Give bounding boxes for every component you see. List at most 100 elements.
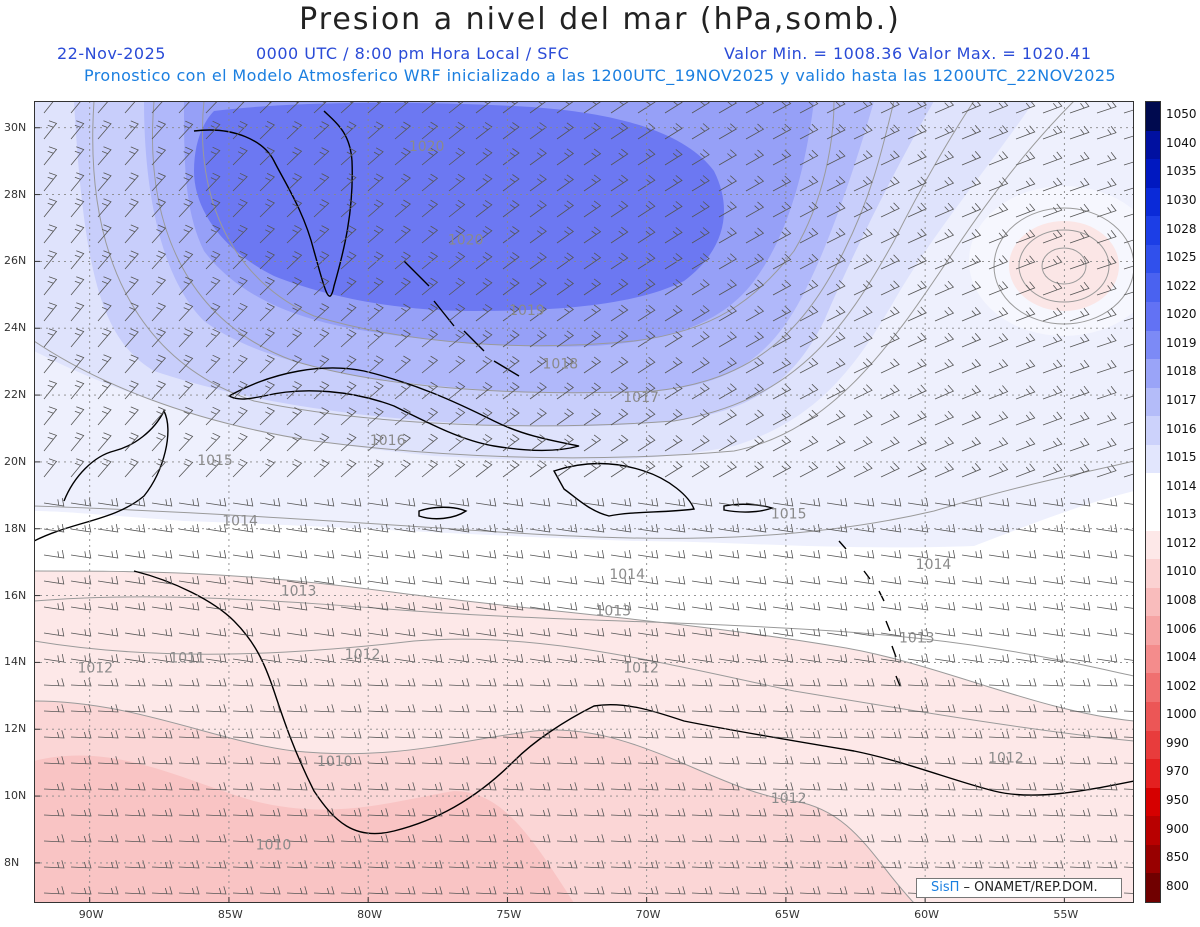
- wind-barb: [745, 253, 765, 270]
- wind-barb: [691, 435, 710, 452]
- wind-barb: [475, 886, 497, 895]
- wind-barb: [1042, 704, 1064, 713]
- wind-barb: [340, 808, 362, 817]
- wind-barb: [1096, 438, 1117, 452]
- wind-barb: [529, 602, 551, 611]
- wind-barb: [610, 756, 632, 765]
- wind-barb: [880, 228, 900, 244]
- wind-barb: [502, 730, 524, 739]
- wind-barb: [70, 498, 92, 507]
- wind-barb: [610, 704, 632, 713]
- wind-barb: [772, 576, 794, 585]
- wind-barb: [1015, 203, 1036, 218]
- wind-barb: [529, 148, 547, 166]
- wind-barb: [691, 834, 713, 843]
- contour-label: 1011: [169, 650, 205, 666]
- wind-barb: [529, 756, 551, 765]
- wind-barb: [313, 225, 330, 244]
- legend-swatch: [1146, 159, 1160, 189]
- wind-barb: [124, 886, 146, 895]
- wind-barb: [259, 433, 275, 452]
- wind-barb: [502, 834, 524, 843]
- wind-barb: [313, 834, 335, 843]
- contour-label: 1012: [77, 660, 113, 676]
- wind-barb: [367, 730, 389, 739]
- wind-barb: [313, 654, 335, 663]
- wind-barb: [124, 704, 146, 713]
- wind-barb: [988, 602, 1010, 611]
- wind-barb: [583, 304, 602, 322]
- wind-barb: [259, 277, 275, 296]
- wind-barb: [1015, 177, 1036, 192]
- wind-barb: [772, 331, 792, 348]
- wind-barb: [691, 227, 710, 244]
- x-tick-label: 55W: [1053, 908, 1079, 921]
- wind-barb: [853, 654, 875, 663]
- legend-swatch: [1146, 330, 1160, 360]
- wind-barb: [907, 436, 927, 452]
- wind-barb: [556, 654, 578, 663]
- wind-barb: [124, 782, 146, 791]
- wind-barb: [502, 252, 520, 270]
- wind-barb: [745, 435, 765, 452]
- legend-label: 950: [1166, 793, 1189, 807]
- wind-barb: [259, 173, 275, 192]
- wind-barb: [934, 358, 955, 374]
- legend-swatch: [1146, 673, 1160, 703]
- wind-barb: [151, 172, 167, 192]
- wind-barb: [745, 834, 767, 843]
- wind-barb: [610, 200, 629, 218]
- wind-barb: [340, 173, 357, 192]
- wind-barb: [583, 782, 605, 791]
- wind-barb: [367, 886, 389, 895]
- wind-barb: [907, 756, 929, 765]
- legend-swatch: [1146, 473, 1160, 503]
- wind-barb: [1042, 463, 1063, 478]
- wind-barb: [907, 654, 929, 663]
- wind-barb: [475, 756, 497, 765]
- wind-barb: [826, 678, 848, 687]
- wind-barb: [664, 602, 686, 611]
- wind-barb: [205, 654, 227, 663]
- legend-swatch: [1146, 273, 1160, 303]
- wind-barb: [826, 628, 848, 637]
- wind-barb: [367, 381, 384, 400]
- wind-barb: [259, 524, 281, 533]
- wind-barb: [394, 329, 411, 348]
- wind-barb: [610, 808, 632, 817]
- wind-barb: [880, 436, 900, 452]
- wind-barb: [286, 251, 303, 270]
- wind-barb: [367, 303, 384, 322]
- wind-barb: [97, 782, 119, 791]
- wind-barb: [610, 498, 632, 507]
- wind-barb: [70, 354, 85, 374]
- wind-barb: [367, 459, 384, 478]
- wind-barb: [259, 381, 275, 400]
- wind-barb: [124, 120, 139, 140]
- wind-barb: [961, 834, 983, 843]
- wind-barb: [394, 834, 416, 843]
- wind-barb: [664, 834, 686, 843]
- legend-swatch: [1146, 644, 1160, 674]
- wind-barb: [70, 524, 92, 533]
- wind-barb: [961, 576, 983, 585]
- wind-barb: [340, 550, 362, 559]
- wind-barb: [232, 808, 254, 817]
- wind-barb: [826, 524, 848, 533]
- forecast-date: 22-Nov-2025: [57, 44, 166, 63]
- wind-barb: [745, 602, 767, 611]
- wind-barb: [556, 200, 574, 218]
- coast-jamaica: [418, 506, 468, 520]
- wind-barb: [772, 886, 794, 895]
- wind-barb: [232, 782, 254, 791]
- wind-barb: [367, 654, 389, 663]
- wind-barb: [853, 782, 875, 791]
- wind-barb: [610, 408, 629, 426]
- wind-barb: [43, 730, 65, 739]
- wind-barb: [97, 860, 119, 869]
- wind-barb: [286, 576, 308, 585]
- wind-barb: [421, 147, 439, 166]
- wind-barb: [502, 122, 520, 140]
- wind-barb: [394, 782, 416, 791]
- wind-barb: [97, 224, 112, 244]
